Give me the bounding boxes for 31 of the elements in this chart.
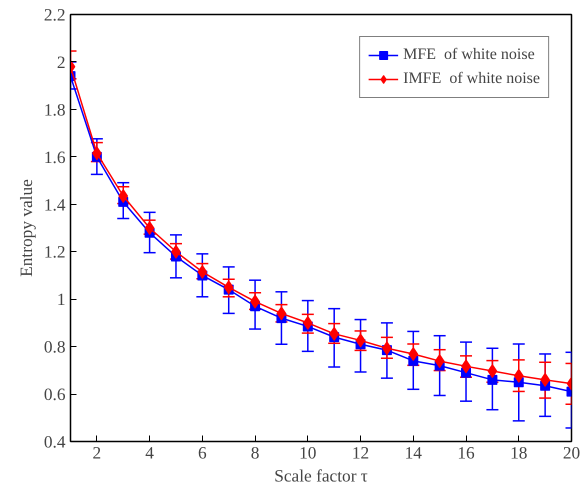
x-tick-label: 16	[457, 444, 476, 462]
point	[487, 374, 498, 385]
y-axis-title: Entropy value	[16, 178, 36, 277]
y-tick-label: 1.6	[44, 148, 66, 167]
x-tick-label: 12	[352, 444, 370, 462]
y-tick-label: 0.6	[44, 385, 66, 404]
point	[302, 316, 313, 330]
legend-label: MFE of white noise	[403, 46, 535, 64]
x-tick-label: 8	[250, 444, 260, 462]
legend-label: IMFE of white noise	[403, 70, 540, 88]
y-tick-label: 1.8	[44, 100, 66, 120]
x-tick-label: 10	[299, 444, 316, 462]
point	[118, 188, 128, 203]
point	[224, 280, 234, 294]
y-tick-label: 2.2	[44, 6, 66, 24]
y-tick-label: 1	[56, 290, 66, 310]
x-tick-label: 6	[198, 444, 208, 462]
y-tick-label: 1.4	[44, 195, 66, 214]
y-tick-label: 0.4	[44, 432, 66, 452]
x-tick-label: 2	[92, 444, 102, 462]
x-tick-label: 4	[145, 444, 154, 462]
x-tick-label: 14	[404, 444, 422, 462]
y-tick-label: 0.8	[44, 338, 66, 357]
y-tick-label: 1.2	[44, 242, 66, 262]
x-tick-label: 20	[562, 444, 580, 462]
point	[408, 346, 418, 361]
y-tick-label: 2	[56, 52, 66, 72]
point	[514, 368, 524, 383]
x-axis-title: Scale factor τ	[274, 466, 368, 486]
point	[329, 326, 340, 341]
x-tick-label: 18	[510, 444, 528, 462]
